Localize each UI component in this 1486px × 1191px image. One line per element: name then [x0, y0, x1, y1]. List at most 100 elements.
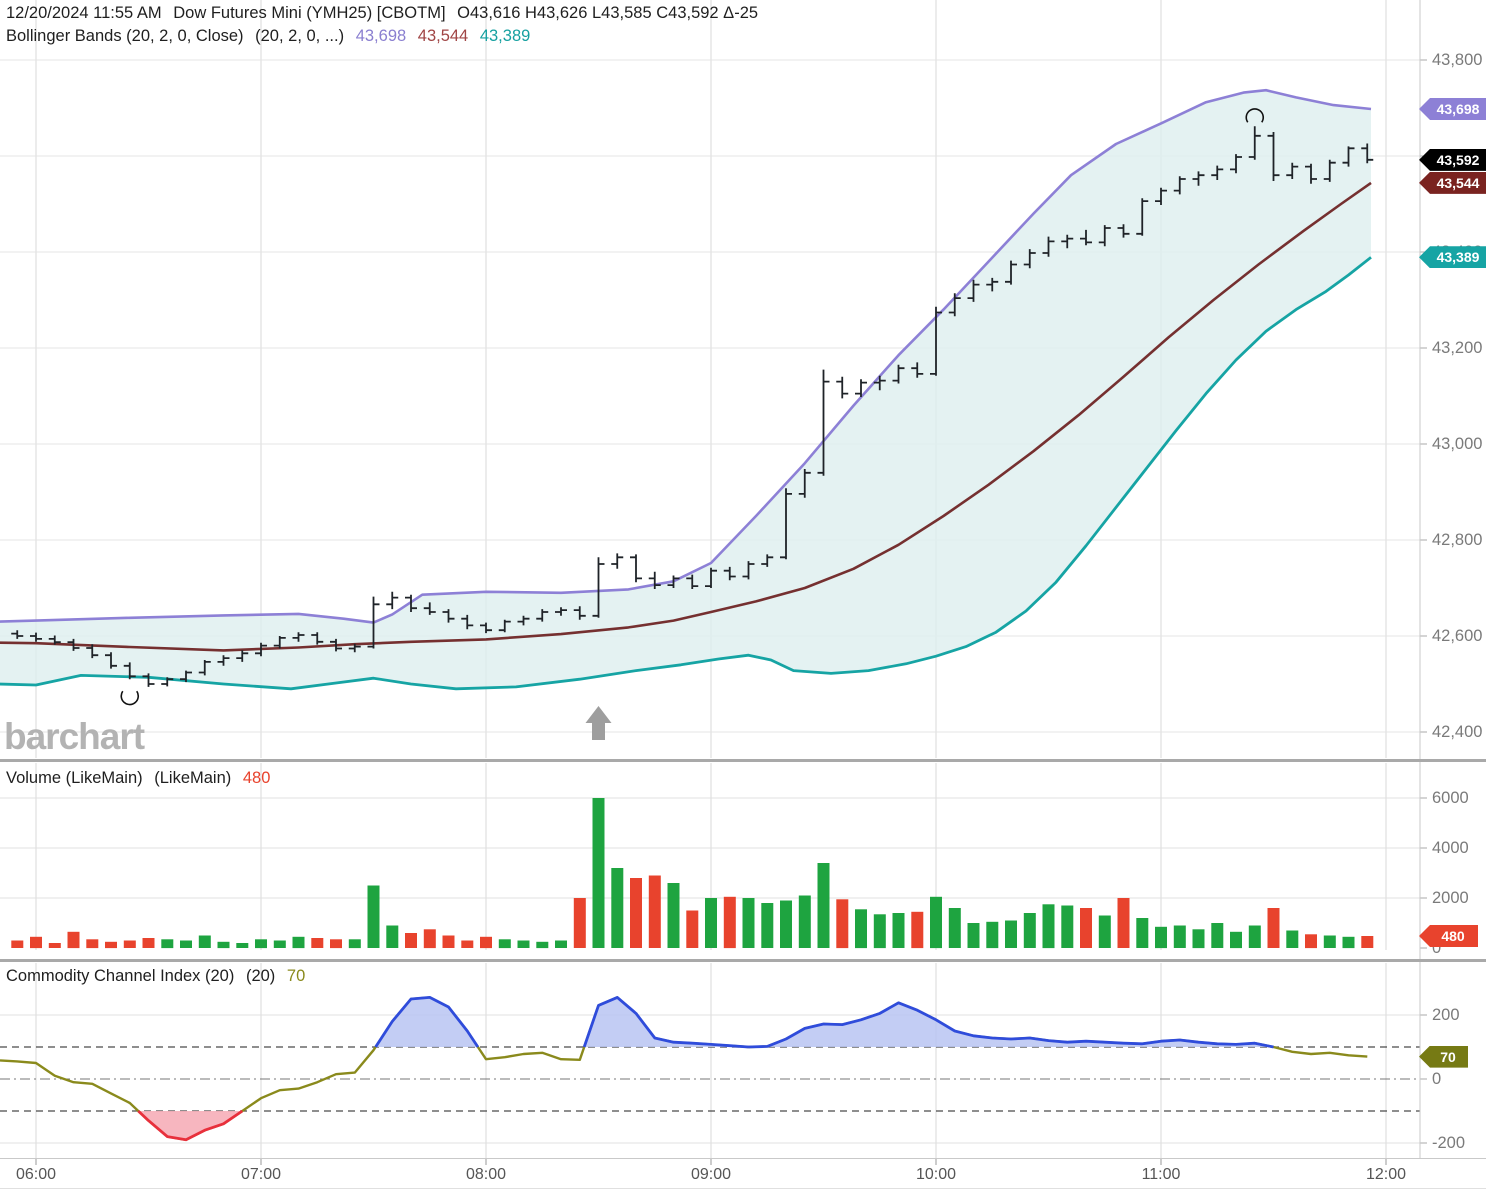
volume-bar — [930, 896, 942, 949]
price-axis-label-42800: 42,800 — [1432, 531, 1483, 549]
cci-value-tag: 70 — [1419, 1045, 1468, 1068]
volume-bar — [480, 936, 492, 949]
volume-bar — [555, 940, 567, 948]
bollinger-upper-value: 43,698 — [355, 27, 407, 45]
cci-overbought-fill — [375, 997, 478, 1047]
price-axis-label-43200: 43,200 — [1432, 339, 1483, 357]
volume-bar — [855, 909, 867, 949]
cci-overbought-line — [748, 1001, 1274, 1049]
volume-bar — [236, 943, 249, 948]
study-legend-bollinger[interactable]: Bollinger Bands (20, 2, 0, Close) (20, 2… — [6, 27, 537, 46]
cci-pane[interactable] — [0, 996, 1368, 1142]
volume-bar — [442, 935, 455, 948]
volume-bar — [1230, 931, 1242, 949]
volume-bar — [311, 938, 324, 948]
last-price-tag: 43,592 — [1419, 148, 1486, 171]
volume-axis-label-4000: 4000 — [1432, 839, 1469, 857]
panel-divider-cci[interactable] — [0, 959, 1486, 962]
volume-label: Volume (LikeMain) — [6, 769, 143, 787]
volume-bar — [1342, 936, 1355, 949]
upper-band-price-tag: 43,698 — [1419, 97, 1486, 120]
volume-bar — [630, 878, 642, 948]
volume-bar — [967, 923, 980, 948]
volume-bar — [1117, 898, 1130, 948]
study-legend-cci[interactable]: Commodity Channel Index (20) (20) 70 — [6, 967, 312, 986]
volume-bar — [30, 936, 42, 949]
cci-overbought-line — [374, 996, 480, 1048]
volume-bar — [1005, 920, 1017, 948]
volume-params: (LikeMain) — [154, 769, 232, 787]
volume-axis-label-6000: 6000 — [1432, 789, 1469, 807]
price-axis-label-43000: 43,000 — [1432, 435, 1483, 453]
barchart-watermark-logo: barchart — [4, 716, 145, 757]
price-axis-label-43800: 43,800 — [1432, 51, 1483, 69]
volume-bar — [498, 939, 511, 949]
volume-bar — [1248, 925, 1261, 948]
volume-bar — [705, 898, 717, 948]
volume-bar — [873, 914, 886, 949]
panel-divider-volume[interactable] — [0, 759, 1486, 762]
volume-bar — [367, 885, 380, 948]
volume-bar — [1361, 936, 1374, 948]
time-axis-label-0800: 08:00 — [465, 1166, 507, 1183]
volume-bar — [1042, 904, 1055, 949]
time-axis-label-1200: 12:00 — [1365, 1166, 1407, 1183]
volume-bar — [986, 921, 999, 949]
volume-bar — [1305, 934, 1317, 949]
volume-bar — [517, 940, 530, 948]
volume-bar — [11, 940, 24, 948]
volume-bar — [573, 898, 586, 948]
volume-bar — [1192, 929, 1205, 949]
bollinger-band-fill — [0, 90, 1371, 689]
volume-bar — [817, 863, 830, 948]
volume-bar — [123, 940, 136, 948]
volume-bar — [161, 939, 174, 949]
volume-bar — [723, 896, 736, 949]
volume-bar — [348, 939, 361, 949]
volume-value-tag: 480 — [1419, 925, 1478, 947]
cci-params: (20) — [245, 967, 276, 985]
pivot-low-marker — [120, 690, 140, 706]
volume-bar — [86, 939, 99, 949]
quote-ohlc: O43,616 H43,626 L43,585 C43,592 Δ-25 — [457, 4, 759, 22]
study-legend-volume[interactable]: Volume (LikeMain) (LikeMain) 480 — [6, 769, 277, 788]
time-axis-label-1100: 11:00 — [1141, 1166, 1181, 1183]
bollinger-params: (20, 2, 0, ...) — [255, 27, 345, 45]
cci-axis-label--200: -200 — [1432, 1134, 1466, 1152]
volume-current-value: 480 — [242, 769, 271, 787]
symbol-name: Dow Futures Mini (YMH25) [CBOTM] — [173, 4, 446, 22]
volume-bar — [948, 908, 961, 948]
cci-oversold-line — [137, 1109, 244, 1142]
volume-bar — [386, 925, 399, 948]
cci-overbought-fill — [584, 997, 749, 1047]
time-axis-label-0900: 09:00 — [690, 1166, 732, 1183]
volume-bar — [273, 940, 286, 948]
cci-axis-label-0: 0 — [1432, 1070, 1442, 1088]
time-axis-label-0600: 06:00 — [15, 1166, 57, 1183]
volume-event-arrow — [585, 706, 612, 740]
bollinger-upper-line — [0, 88, 1372, 624]
bollinger-middle-value: 43,544 — [417, 27, 469, 45]
pivot-high-marker — [1245, 108, 1265, 123]
volume-bar — [761, 903, 774, 948]
price-axis-label-42600: 42,600 — [1432, 627, 1483, 645]
price-axis-label-42400: 42,400 — [1432, 723, 1483, 741]
volume-bar — [1080, 908, 1092, 948]
volume-axis-label-2000: 2000 — [1432, 889, 1469, 907]
volume-bar — [798, 895, 811, 948]
cci-axis-label-200: 200 — [1432, 1006, 1460, 1024]
volume-bar — [911, 911, 924, 949]
price-pane[interactable] — [0, 88, 1374, 691]
volume-bar — [1136, 918, 1149, 948]
volume-bar — [217, 941, 230, 949]
cci-label: Commodity Channel Index (20) — [6, 967, 235, 985]
volume-bar — [405, 933, 417, 948]
volume-bar — [780, 900, 792, 948]
volume-bar — [742, 898, 755, 948]
volume-bar — [1061, 905, 1074, 948]
bollinger-middle-line — [0, 181, 1372, 652]
volume-pane[interactable] — [11, 798, 1374, 949]
volume-bar — [686, 910, 699, 948]
